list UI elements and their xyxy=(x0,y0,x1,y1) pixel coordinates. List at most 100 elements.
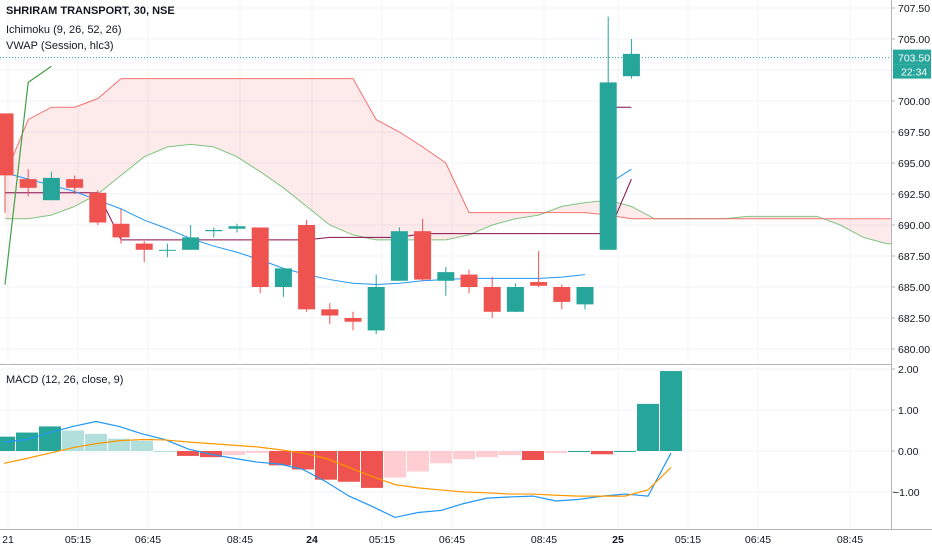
lagging-span xyxy=(4,65,52,285)
time-tick-label: 06:45 xyxy=(135,534,161,546)
price-tick-label: 687.50 xyxy=(898,251,930,263)
time-tick-label: 08:45 xyxy=(837,534,863,546)
price-tick-label: 705.00 xyxy=(898,34,930,46)
candle-body xyxy=(344,318,362,322)
candle-body xyxy=(390,231,408,281)
price-tick-label: 682.50 xyxy=(898,313,930,325)
price-tick-label: 707.50 xyxy=(898,3,930,15)
time-axis-bg xyxy=(0,529,932,550)
macd-histogram-bar xyxy=(0,436,15,451)
price-tick-label: 692.50 xyxy=(898,189,930,201)
time-tick-label: 05:15 xyxy=(675,534,701,546)
macd-legend[interactable]: MACD (12, 26, close, 9) xyxy=(6,374,124,386)
last-price-tag xyxy=(893,49,931,65)
candle-body xyxy=(576,287,594,305)
macd-tick-label: 2.00 xyxy=(898,364,919,376)
macd-histogram-bar xyxy=(62,430,84,451)
macd-histogram-bar xyxy=(660,371,682,451)
time-tick-label: 06:45 xyxy=(745,534,771,546)
macd-histogram-bar xyxy=(39,426,61,451)
candle-body xyxy=(274,268,292,287)
time-tick-label: 24 xyxy=(306,534,318,546)
macd-histogram-bar xyxy=(522,451,544,461)
price-tick-label: 680.00 xyxy=(898,344,930,356)
macd-histogram-bar xyxy=(338,451,360,482)
candle-body xyxy=(483,287,501,312)
symbol-title[interactable]: SHRIRAM TRANSPORT, 30, NSE xyxy=(6,5,175,17)
candle-body xyxy=(298,225,316,310)
macd-histogram-bar xyxy=(177,451,199,456)
candle-body xyxy=(205,229,223,232)
time-tick-label: 06:45 xyxy=(439,534,465,546)
macd-histogram-bar xyxy=(292,451,314,470)
price-tick-label: 685.00 xyxy=(898,282,930,294)
ichimoku-legend[interactable]: Ichimoku (9, 26, 52, 26) xyxy=(6,24,122,36)
countdown-tag xyxy=(893,64,931,79)
candle-body xyxy=(42,177,60,201)
candle-body xyxy=(135,243,153,250)
macd-histogram-bar xyxy=(361,451,383,488)
macd-tick-label: 1.00 xyxy=(898,405,919,417)
candle-body xyxy=(228,226,246,229)
macd-histogram-bar xyxy=(16,432,38,451)
macd-tick-label: −1.00 xyxy=(893,487,920,499)
last-price-label: 703.50 xyxy=(898,53,930,65)
macd-histogram-bar xyxy=(545,451,567,454)
time-tick-label: 08:45 xyxy=(531,534,557,546)
candle-body xyxy=(553,287,571,302)
ichimoku-cloud xyxy=(4,78,910,246)
candle-body xyxy=(89,192,107,223)
time-tick-label: 05:15 xyxy=(369,534,395,546)
candle-body xyxy=(622,53,640,77)
candle-body xyxy=(158,249,176,251)
candle-body xyxy=(321,309,339,316)
macd-histogram-bar xyxy=(499,451,521,456)
candle-body xyxy=(112,223,130,238)
macd-histogram-bar xyxy=(269,451,291,466)
countdown-label: 22:34 xyxy=(901,67,927,79)
candle-body xyxy=(19,179,37,188)
cloud-fill xyxy=(5,78,910,245)
candle-body xyxy=(437,272,455,281)
price-axis-bg xyxy=(891,0,932,550)
candle-body xyxy=(506,287,524,312)
macd-histogram-bar xyxy=(315,451,337,480)
macd-histogram-bar xyxy=(131,440,153,451)
macd-histogram-bar xyxy=(591,451,613,455)
candlestick-series xyxy=(0,16,640,335)
leading-span-b xyxy=(4,78,910,220)
candle-body xyxy=(367,287,385,331)
price-tick-label: 697.50 xyxy=(898,127,930,139)
time-tick-label: 25 xyxy=(612,534,624,546)
macd-histogram-bar xyxy=(430,451,452,464)
macd-histogram-bar xyxy=(407,451,429,472)
price-tick-label: 700.00 xyxy=(898,96,930,108)
candle-body xyxy=(182,237,200,250)
candle-body xyxy=(460,274,478,287)
candle-body xyxy=(599,82,617,250)
macd-histogram-bar xyxy=(568,451,590,452)
macd-histogram-bar xyxy=(85,433,107,451)
macd-histogram-bar xyxy=(476,451,498,458)
candle-body xyxy=(530,282,548,286)
kijun-line xyxy=(5,178,632,241)
macd-histogram-bar xyxy=(614,451,636,452)
vwap-legend[interactable]: VWAP (Session, hlc3) xyxy=(6,40,114,52)
macd-tick-label: 0.00 xyxy=(898,446,919,458)
candle-body xyxy=(251,227,269,287)
time-tick-label: 05:15 xyxy=(65,534,91,546)
leading-span-a xyxy=(5,143,910,246)
macd-line xyxy=(3,420,672,519)
signal-line xyxy=(3,438,672,497)
candle-body xyxy=(0,113,14,176)
price-tick-label: 695.00 xyxy=(898,158,930,170)
macd-histogram-bar xyxy=(223,451,245,456)
time-tick-label: 21 xyxy=(2,534,14,546)
macd-pane xyxy=(0,364,932,519)
price-tick-label: 690.00 xyxy=(898,220,930,232)
macd-histogram-bar xyxy=(637,403,659,451)
time-tick-label: 08:45 xyxy=(227,534,253,546)
macd-histogram-bar xyxy=(453,451,475,460)
